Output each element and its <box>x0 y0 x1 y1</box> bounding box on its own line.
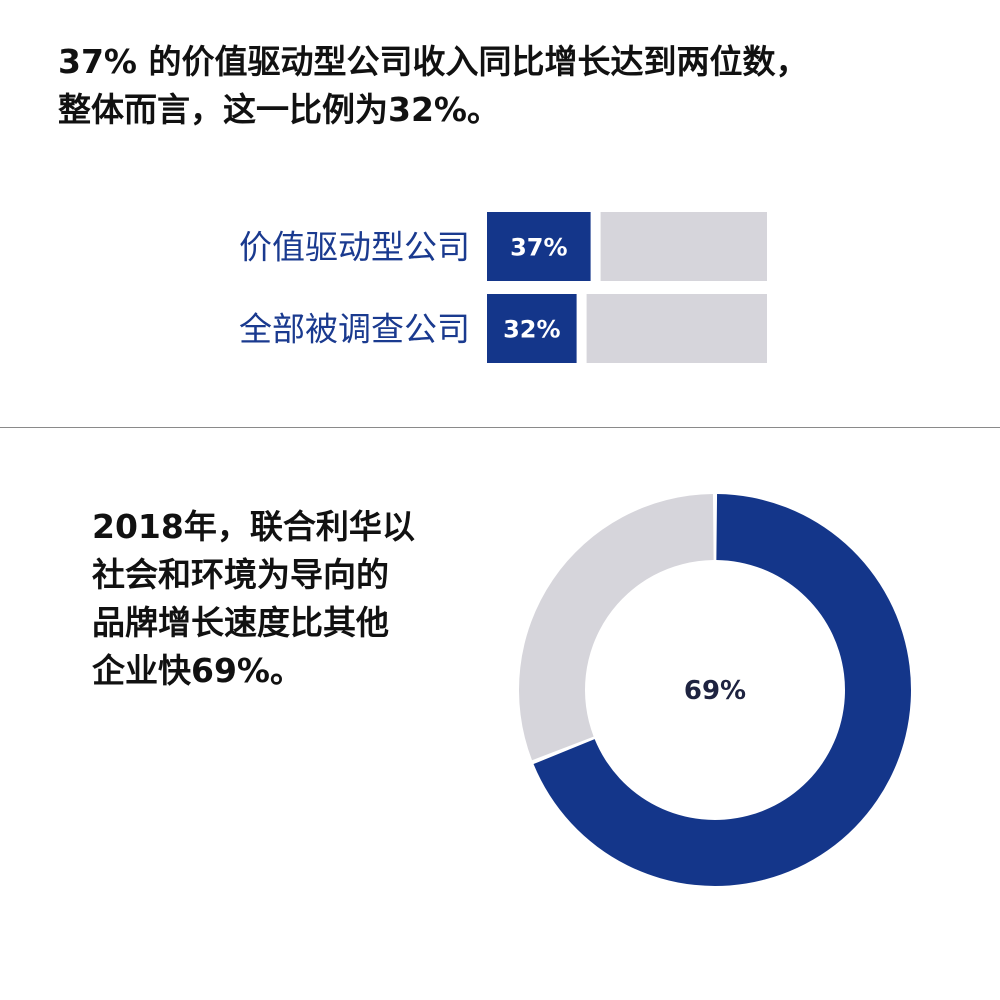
bar-track <box>600 212 767 281</box>
section-divider <box>0 427 1000 428</box>
caption-line-4: 企业快69%。 <box>92 651 303 690</box>
headline-line-1: 37% 的价值驱动型公司收入同比增长达到两位数， <box>58 42 809 81</box>
donut-chart: 69% <box>519 494 911 886</box>
caption-line-3: 品牌增长速度比其他 <box>92 603 389 642</box>
bar-track <box>586 294 767 363</box>
bar-category-label: 全部被调查公司 <box>239 310 470 349</box>
bar-rows: 价值驱动型公司 37% 全部被调查公司 32% <box>239 212 767 363</box>
donut-segments: 69% <box>519 494 911 886</box>
headline: 37% 的价值驱动型公司收入同比增长达到两位数， 整体而言，这一比例为32%。 <box>58 38 958 134</box>
bar-category-label: 价值驱动型公司 <box>239 228 470 267</box>
caption-line-2: 社会和环境为导向的 <box>92 555 389 594</box>
caption: 2018年，联合利华以 社会和环境为导向的 品牌增长速度比其他 企业快69%。 <box>92 503 492 695</box>
donut-segment-rest <box>519 494 714 761</box>
headline-line-2: 整体而言，这一比例为32%。 <box>58 90 500 129</box>
caption-line-1: 2018年，联合利华以 <box>92 507 415 546</box>
bar <box>487 212 591 281</box>
bar-value-label: 32% <box>503 316 560 344</box>
bar <box>487 294 577 363</box>
donut-center-label: 69% <box>684 676 746 706</box>
bar-value-label: 37% <box>510 234 567 262</box>
bar-chart: 价值驱动型公司 37% 全部被调查公司 32% <box>239 212 767 363</box>
donut-segment-highlight <box>533 494 911 886</box>
